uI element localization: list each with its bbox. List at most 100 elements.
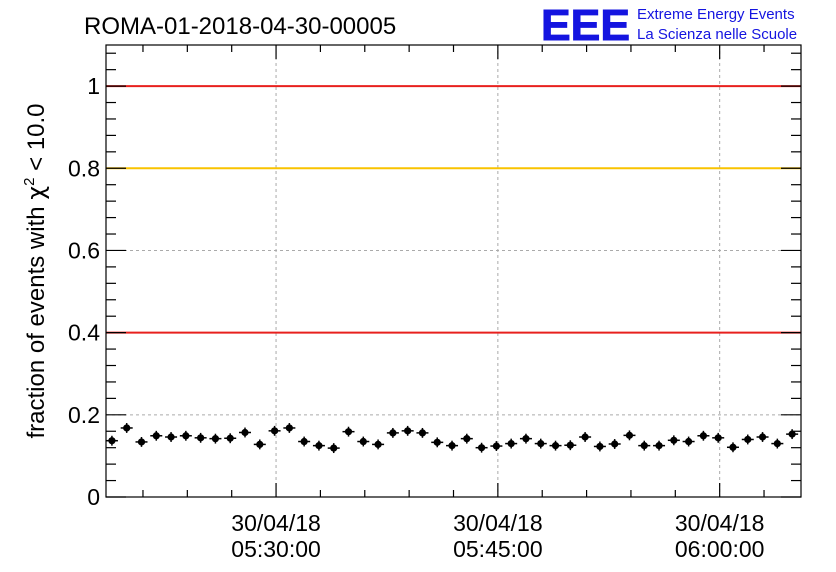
data-marker [359, 437, 367, 446]
data-point [593, 441, 606, 452]
data-marker [137, 438, 146, 446]
x-tick-label-date: 30/04/18 [231, 510, 321, 536]
data-marker [685, 437, 693, 446]
data-marker [256, 440, 264, 449]
y-tick-label: 0.2 [68, 402, 100, 428]
data-marker [566, 441, 574, 449]
data-point [741, 434, 754, 445]
axis-ticks [106, 45, 801, 498]
data-point [268, 425, 281, 436]
data-point [253, 439, 266, 450]
data-marker [152, 432, 160, 440]
y-tick-label: 0.6 [68, 237, 100, 263]
data-point [564, 440, 577, 451]
data-point [505, 438, 518, 449]
data-marker [389, 429, 397, 437]
data-marker [551, 442, 560, 450]
eee-logo-line2: La Scienza nelle Scuole [637, 26, 797, 43]
data-marker [123, 424, 131, 432]
data-marker [640, 442, 648, 450]
data-point [312, 440, 325, 451]
data-point [179, 430, 192, 441]
data-marker [108, 437, 116, 445]
data-point [460, 433, 473, 444]
data-marker [167, 433, 175, 441]
data-marker [744, 435, 752, 444]
data-marker [211, 435, 220, 443]
data-point [105, 435, 118, 446]
x-tick-label-time: 06:00:00 [675, 536, 765, 562]
data-marker [492, 442, 500, 450]
eee-logo-mark: EEE [541, 1, 630, 50]
y-tick-label: 1 [87, 73, 100, 99]
y-axis-label-symbol: χ [22, 186, 50, 200]
data-marker [374, 440, 382, 449]
data-marker [197, 434, 205, 442]
data-marker [330, 444, 338, 452]
y-axis-label: fraction of events with χ2 < 10.0 [21, 103, 50, 438]
data-marker [773, 439, 781, 448]
x-tick-labels: 30/04/1805:30:0030/04/1805:45:0030/04/18… [231, 510, 764, 562]
data-point [416, 427, 429, 438]
data-point [608, 439, 621, 449]
data-point [446, 440, 459, 451]
data-point [475, 442, 488, 453]
data-point [327, 443, 340, 454]
data-marker [581, 433, 589, 441]
data-point [756, 432, 769, 442]
data-marker [433, 438, 441, 446]
data-marker [507, 439, 515, 448]
data-marker [477, 444, 486, 452]
data-marker [418, 429, 427, 437]
data-marker [625, 431, 634, 439]
data-marker [729, 443, 737, 451]
plot-frame [105, 44, 802, 498]
data-point [283, 423, 296, 433]
x-tick-label-time: 05:30:00 [231, 536, 321, 562]
data-marker [596, 442, 604, 451]
y-tick-label: 0 [87, 484, 100, 510]
data-point [638, 440, 651, 451]
data-marker [404, 427, 412, 435]
data-point [549, 440, 562, 451]
data-point [431, 437, 444, 448]
data-marker [537, 439, 545, 448]
data-series [105, 423, 799, 454]
data-point [165, 432, 178, 442]
data-marker [241, 428, 249, 437]
grid-layer [106, 45, 801, 497]
data-marker [448, 442, 456, 450]
data-marker [344, 428, 353, 436]
data-marker [315, 442, 323, 450]
data-point [697, 430, 710, 441]
data-marker [670, 436, 678, 444]
y-axis-label-superscript: 2 [21, 178, 38, 186]
data-point [534, 438, 547, 449]
data-point [401, 425, 414, 436]
data-point [239, 427, 251, 438]
data-marker [522, 435, 530, 443]
data-marker [270, 427, 279, 435]
data-point [623, 430, 636, 441]
data-point [386, 427, 399, 438]
data-point [667, 435, 680, 446]
y-tick-labels: 0 0.2 0.4 0.6 0.8 1 [68, 73, 100, 510]
eee-logo-line1: Extreme Energy Events [637, 6, 795, 23]
data-point [579, 432, 592, 442]
data-marker [788, 430, 796, 438]
data-point [120, 423, 133, 433]
data-marker [758, 433, 767, 441]
data-point [653, 440, 666, 451]
data-point [224, 433, 237, 444]
data-point [726, 442, 739, 453]
data-marker [655, 442, 663, 450]
chart-title: ROMA-01-2018-04-30-00005 [84, 13, 396, 40]
data-point [490, 441, 503, 451]
data-marker [226, 434, 234, 442]
y-tick-label: 0.8 [68, 155, 100, 181]
data-point [682, 436, 695, 447]
reference-lines [106, 85, 801, 334]
y-axis-label-suffix: < 10.0 [23, 103, 50, 177]
data-point [135, 437, 148, 447]
